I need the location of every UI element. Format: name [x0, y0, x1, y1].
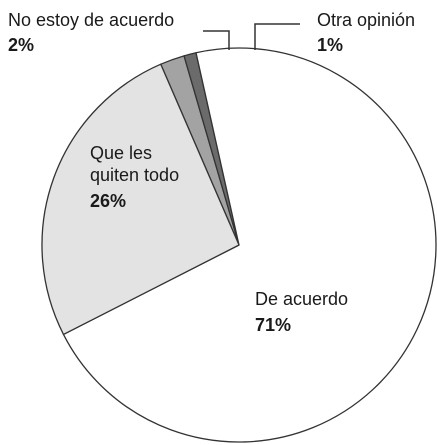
label-que-les-quiten-line1: Que les: [90, 143, 152, 163]
value-que-les-quiten: 26%: [90, 191, 126, 211]
label-que-les-quiten-line2: quiten todo: [90, 165, 179, 185]
leader-line-no-estoy: [203, 30, 230, 50]
label-otra-opinion: Otra opinión: [317, 10, 415, 30]
label-no-estoy-de-acuerdo: No estoy de acuerdo: [8, 10, 174, 30]
leader-line-otra-opinion: [254, 23, 300, 50]
pie-slice-que-les-quiten-todo: [41, 63, 240, 336]
pie-slice-de-acuerdo: [62, 47, 437, 443]
value-no-estoy-de-acuerdo: 2%: [8, 35, 34, 55]
pie-slices: [41, 47, 437, 443]
value-de-acuerdo: 71%: [255, 315, 291, 335]
value-otra-opinion: 1%: [317, 35, 343, 55]
label-de-acuerdo: De acuerdo: [255, 289, 348, 309]
